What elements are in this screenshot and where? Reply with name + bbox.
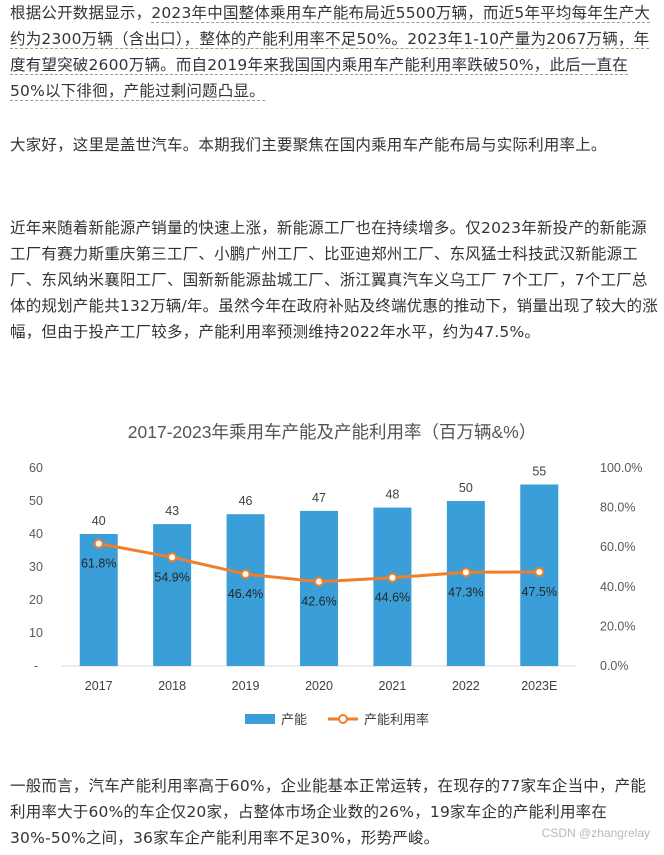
line-point (314, 576, 324, 587)
watermark: CSDN @zhangrelay (541, 826, 650, 840)
chart-title: 2017-2023年乘用车产能及产能利用率（百万辆&%） (128, 422, 536, 442)
bar-2018 (153, 524, 192, 666)
right-tick-label: 0.0% (600, 659, 629, 673)
bar-value-label: 46 (239, 494, 253, 508)
x-tick-label: 2023E (521, 679, 557, 693)
line-labels: 61.8% 54.9% 46.4% 42.6% 44.6% 47.3% 47.5% (81, 557, 557, 609)
bar-2019 (226, 514, 265, 666)
left-tick-label: 10 (29, 626, 43, 640)
intro-paragraph: 根据公开数据显示，2023年中国整体乘用车产能布局近5500万辆，而近5年平均每… (10, 0, 658, 104)
legend-label-utilization: 产能利用率 (364, 712, 429, 727)
line-value-label: 42.6% (301, 595, 336, 609)
line-value-label: 47.3% (448, 585, 483, 599)
x-tick-label: 2017 (85, 679, 113, 693)
line-series (93, 538, 545, 587)
left-axis: - 10 20 30 40 50 60 (29, 461, 43, 673)
x-tick-label: 2021 (379, 679, 407, 693)
intro-lead: 根据公开数据显示， (10, 4, 152, 22)
left-tick-label: 30 (29, 560, 43, 574)
legend-marker-utilization (338, 714, 348, 724)
bar-value-label: 50 (459, 481, 473, 495)
chart-svg: 2017-2023年乘用车产能及产能利用率（百万辆&%） - 10 20 30 40 50… (29, 422, 642, 727)
bar-2022 (446, 501, 485, 666)
left-tick-label: 40 (29, 527, 43, 541)
x-tick-label: 2019 (232, 679, 260, 693)
legend-swatch-capacity (245, 714, 275, 724)
bar-value-label: 47 (312, 491, 326, 505)
bar-2017 (79, 534, 118, 666)
intro-highlight: 2023年中国整体乘用车产能布局近5500万辆，而近5年平均每年生产大约为230… (10, 4, 651, 101)
left-tick-label: 50 (29, 494, 43, 508)
x-tick-label: 2018 (158, 679, 186, 693)
left-tick-label: 60 (29, 461, 43, 475)
right-axis: 0.0% 20.0% 40.0% 60.0% 80.0% 100.0% (600, 461, 642, 673)
line-point (93, 538, 104, 549)
chart-legend: 产能 产能利用率 (245, 712, 429, 727)
line-point (167, 552, 178, 563)
line-value-label: 47.5% (522, 585, 557, 599)
line-value-label: 54.9% (154, 570, 189, 584)
x-axis-labels: 2017 2018 2019 2020 2021 2022 2023E (85, 679, 558, 693)
right-tick-label: 80.0% (600, 501, 635, 515)
line-value-label: 46.4% (228, 587, 263, 601)
bar-value-label: 40 (92, 514, 106, 528)
right-tick-label: 60.0% (600, 540, 635, 554)
line-point (534, 566, 545, 577)
bar-value-label: 43 (165, 504, 179, 518)
line-value-label: 61.8% (81, 557, 116, 571)
bar-value-label: 55 (532, 465, 546, 479)
left-tick-label: - (34, 659, 38, 673)
bar-labels: 40 43 46 47 48 50 55 (92, 465, 547, 529)
new-energy-paragraph: 近年来随着新能源产销量的快速上涨，新能源工厂也在持续增多。仅2023年新投产的新… (10, 219, 658, 341)
line-point (387, 572, 398, 583)
capacity-chart: 2017-2023年乘用车产能及产能利用率（百万辆&%） - 10 20 30 40 50… (0, 405, 664, 750)
bar-2021 (373, 507, 412, 666)
line-value-label: 44.6% (375, 591, 410, 605)
bar-series (79, 484, 559, 666)
right-tick-label: 100.0% (600, 461, 642, 475)
x-tick-label: 2022 (452, 679, 480, 693)
bar-2020 (300, 510, 338, 666)
line-point (240, 569, 251, 580)
conclusion-paragraph: 一般而言，汽车产能利用率高于60%，企业能基本正常运转，在现存的77家车企当中，… (10, 777, 647, 847)
greeting-paragraph: 大家好，这里是盖世汽车。本期我们主要聚焦在国内乘用车产能布局与实际利用率上。 (10, 136, 607, 154)
legend-label-capacity: 产能 (281, 712, 307, 727)
x-tick-label: 2020 (305, 679, 333, 693)
left-tick-label: 20 (29, 593, 43, 607)
right-tick-label: 40.0% (600, 580, 635, 594)
line-point (460, 567, 471, 578)
right-tick-label: 20.0% (600, 619, 635, 633)
bar-value-label: 48 (385, 488, 399, 502)
